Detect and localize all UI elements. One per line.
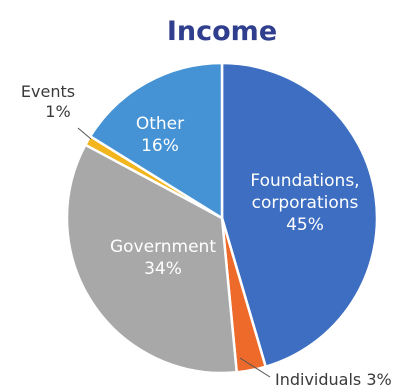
slice-label-events: Events 1% — [21, 82, 75, 121]
pie-slices — [65, 61, 379, 375]
pie-slice-foundations-corporations — [220, 61, 379, 368]
slice-label-other: Other 16% — [136, 114, 184, 156]
slice-label-government: Government 34% — [110, 237, 216, 279]
pie-slice-government — [65, 143, 238, 375]
slice-label-foundations-corporations: Foundations, corporations 45% — [250, 171, 359, 235]
slice-label-individuals: Individuals 3% — [275, 370, 392, 389]
leader-line-events — [77, 127, 92, 140]
pie-labels: Foundations, corporations 45% Individuals 3… — [21, 82, 392, 389]
chart-title: Income — [167, 16, 277, 47]
pie-slice-other — [89, 61, 224, 220]
leader-line-individuals — [239, 357, 271, 378]
